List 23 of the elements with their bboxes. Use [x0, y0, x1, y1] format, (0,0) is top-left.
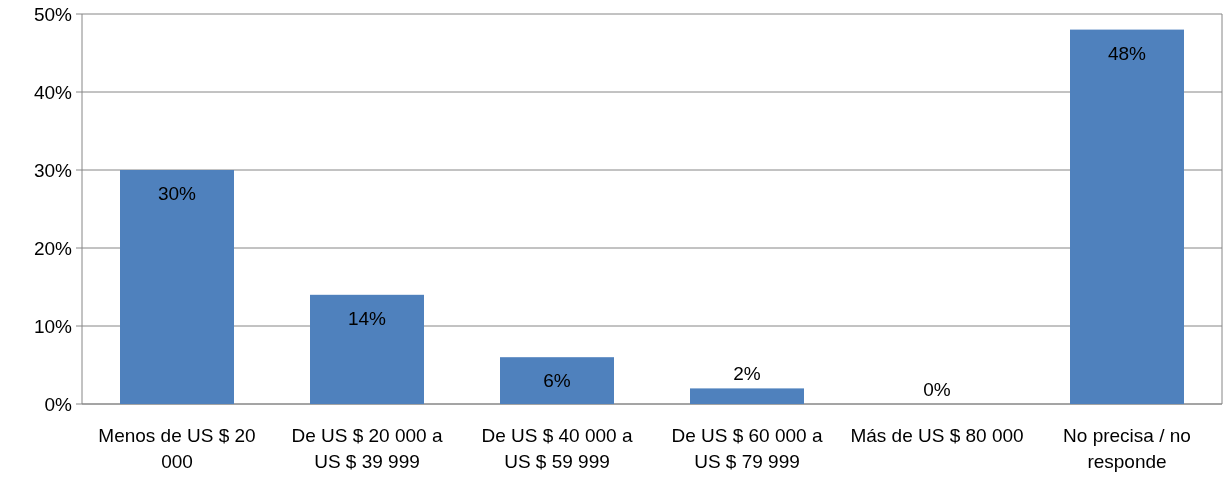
y-tick-label: 0% — [44, 393, 73, 415]
bar — [690, 388, 804, 404]
data-label: 14% — [347, 307, 387, 329]
data-label: 2% — [733, 363, 761, 385]
x-tick-label: Más de US $ 80 000 — [850, 425, 1024, 446]
bar — [1070, 29, 1184, 404]
bar — [500, 357, 614, 404]
data-label: 0% — [923, 379, 951, 400]
y-tick-label: 40% — [33, 81, 73, 103]
data-label: 30% — [157, 183, 197, 204]
x-tick-label: De US $ 40 000 a US $ 59 999 — [481, 425, 633, 472]
bar — [310, 294, 424, 404]
y-tick-label: 50% — [33, 3, 73, 25]
x-tick-label: De US $ 20 000 a US $ 39 999 — [291, 425, 443, 472]
x-tick-label: De US $ 60 000 a US $ 79 999 — [671, 425, 823, 472]
bar — [120, 170, 234, 404]
data-label: 48% — [1107, 42, 1147, 64]
y-tick-label: 20% — [33, 237, 73, 259]
y-tick-label: 10% — [33, 315, 73, 337]
x-tick-label: No precisa / no responde — [1063, 425, 1191, 472]
y-tick-label: 30% — [33, 159, 73, 181]
data-label: 6% — [543, 370, 571, 392]
x-tick-label: Menos de US $ 20 000 — [98, 425, 256, 472]
